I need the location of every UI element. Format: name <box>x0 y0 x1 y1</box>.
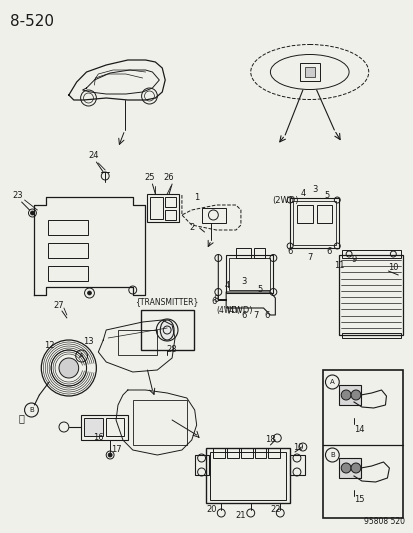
Text: 3: 3 <box>241 278 246 287</box>
Text: 25: 25 <box>144 174 154 182</box>
Text: (4WD): (4WD) <box>225 305 252 314</box>
Text: 17: 17 <box>110 446 121 455</box>
Text: 27: 27 <box>54 301 64 310</box>
Bar <box>48 220 87 235</box>
Bar <box>290 198 338 248</box>
Bar <box>227 448 238 458</box>
Text: 6: 6 <box>326 247 331 256</box>
Text: 14: 14 <box>353 425 363 434</box>
Bar <box>140 310 193 350</box>
Bar <box>165 197 176 207</box>
Text: 15: 15 <box>353 496 363 505</box>
Text: 9: 9 <box>351 255 356 264</box>
Text: A: A <box>329 379 334 385</box>
Text: 21: 21 <box>235 511 246 520</box>
Bar <box>228 258 270 290</box>
Text: 28: 28 <box>166 345 177 354</box>
Text: 5: 5 <box>324 191 329 200</box>
Text: 4: 4 <box>224 281 229 290</box>
Text: (2WD): (2WD) <box>271 196 298 205</box>
Bar <box>165 210 176 220</box>
Bar <box>338 458 360 478</box>
Bar <box>133 400 186 445</box>
Bar <box>299 63 319 81</box>
Text: 4: 4 <box>299 189 305 198</box>
Text: 1: 1 <box>194 193 199 203</box>
Bar <box>240 448 252 458</box>
Bar <box>338 255 402 335</box>
Ellipse shape <box>160 320 173 340</box>
Text: 6: 6 <box>241 311 246 319</box>
Text: 95808 520: 95808 520 <box>363 518 404 527</box>
Text: Ⓑ: Ⓑ <box>19 413 24 423</box>
Bar <box>342 250 400 258</box>
Text: 11: 11 <box>333 261 344 270</box>
Bar <box>253 248 265 258</box>
Text: 16: 16 <box>93 433 103 442</box>
Bar <box>304 67 314 77</box>
Bar <box>322 370 402 518</box>
Bar <box>194 455 209 475</box>
Text: 6: 6 <box>287 247 292 256</box>
Text: 8: 8 <box>213 295 218 304</box>
Bar <box>150 197 163 219</box>
Bar <box>296 205 312 223</box>
Bar <box>81 415 128 440</box>
Circle shape <box>350 463 360 473</box>
Bar <box>210 452 285 500</box>
Text: {TRANSMITTER}: {TRANSMITTER} <box>135 297 198 306</box>
Bar <box>106 418 123 436</box>
Text: 6: 6 <box>211 297 216 306</box>
Text: 19: 19 <box>292 443 302 453</box>
Bar <box>147 194 178 222</box>
Bar <box>48 243 87 258</box>
Circle shape <box>340 463 350 473</box>
Bar <box>201 208 225 223</box>
Text: (4WD): (4WD) <box>216 305 240 314</box>
Text: 12: 12 <box>44 341 54 350</box>
Text: 6: 6 <box>264 311 270 319</box>
Text: 20: 20 <box>206 505 216 514</box>
Text: 10: 10 <box>387 263 398 272</box>
Bar <box>316 205 332 223</box>
Bar <box>83 418 103 436</box>
Bar <box>235 248 250 258</box>
Text: 7: 7 <box>306 253 312 262</box>
Circle shape <box>340 390 350 400</box>
Circle shape <box>59 358 78 378</box>
Circle shape <box>350 390 360 400</box>
Text: B: B <box>29 407 34 413</box>
Text: 7: 7 <box>252 311 258 319</box>
Bar <box>290 455 304 475</box>
Circle shape <box>31 211 34 215</box>
Bar <box>213 448 225 458</box>
Bar <box>118 330 157 355</box>
Text: 26: 26 <box>164 174 174 182</box>
Bar <box>48 266 87 281</box>
Circle shape <box>87 291 91 295</box>
Text: B: B <box>329 452 334 458</box>
Text: 24: 24 <box>88 150 98 159</box>
Text: 8-520: 8-520 <box>10 14 54 29</box>
Bar <box>342 333 400 338</box>
Text: 18: 18 <box>264 435 275 445</box>
Circle shape <box>108 453 112 457</box>
Bar <box>292 201 335 245</box>
Text: A: A <box>79 353 84 359</box>
Bar <box>254 448 266 458</box>
Text: 23: 23 <box>12 190 23 199</box>
Bar <box>206 448 290 503</box>
Text: 22: 22 <box>269 505 280 514</box>
Text: 3: 3 <box>311 185 317 195</box>
Bar <box>225 255 273 293</box>
Text: 13: 13 <box>83 337 94 346</box>
Bar <box>268 448 280 458</box>
Text: 5: 5 <box>256 286 261 295</box>
Bar <box>338 385 360 405</box>
Text: 2: 2 <box>189 223 194 232</box>
